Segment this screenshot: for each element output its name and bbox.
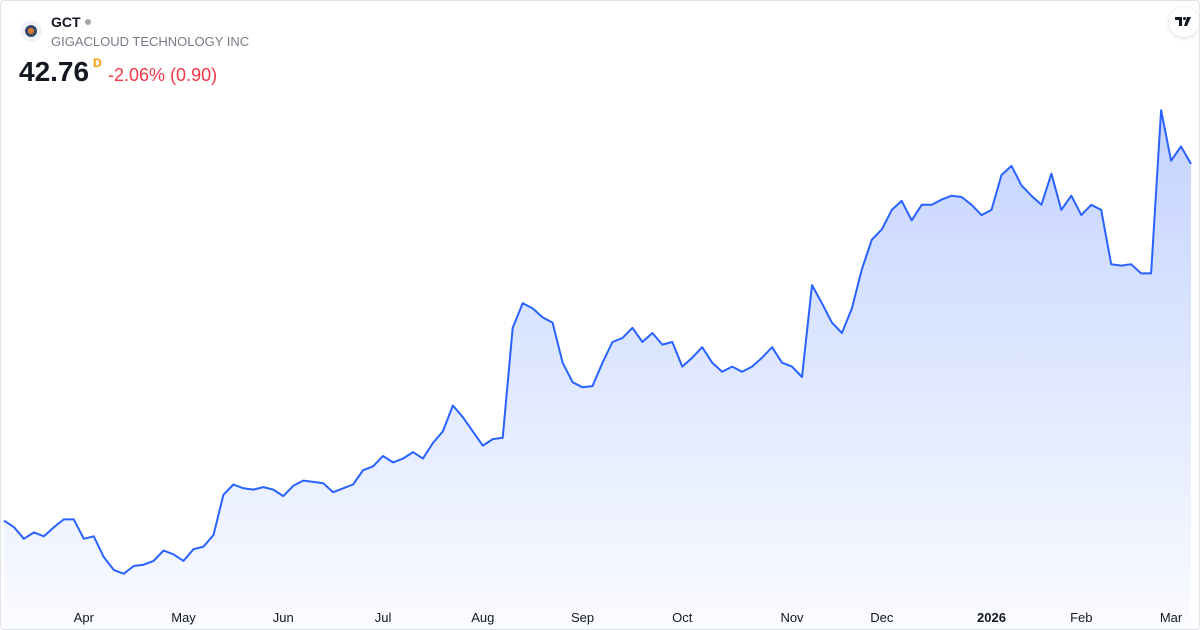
- interval: D: [93, 56, 102, 70]
- brand-logo[interactable]: [1169, 7, 1199, 37]
- ticker: GCT: [51, 14, 81, 30]
- price-line: [3, 109, 1192, 575]
- x-tick-label: Oct: [672, 610, 693, 625]
- symbol: GCT: [51, 14, 91, 30]
- x-tick-label: 2026: [977, 610, 1006, 625]
- status-dot: [84, 19, 91, 25]
- x-tick-label: May: [171, 610, 196, 625]
- company-name: GIGACLOUD TECHNOLOGY INC: [51, 34, 250, 49]
- brand-icon: [1175, 17, 1191, 26]
- x-tick-label: Nov: [780, 610, 804, 625]
- x-tick-label: Aug: [471, 610, 494, 625]
- company-logo: [20, 20, 42, 42]
- price-change: -2.06% (0.90): [108, 65, 217, 86]
- change-amount: (0.90): [170, 65, 218, 85]
- x-tick-label: Dec: [870, 610, 894, 625]
- x-tick-label: Apr: [74, 610, 95, 625]
- x-tick-label: Sep: [571, 610, 594, 625]
- last-price: 42.76: [19, 56, 90, 87]
- x-tick-label: Jul: [375, 610, 392, 625]
- x-tick-label: Jun: [273, 610, 294, 625]
- change-percent: -2.06%: [108, 65, 166, 85]
- x-tick-label: Mar: [1160, 610, 1183, 625]
- area-fill: [4, 110, 1191, 629]
- x-tick-label: Feb: [1070, 610, 1092, 625]
